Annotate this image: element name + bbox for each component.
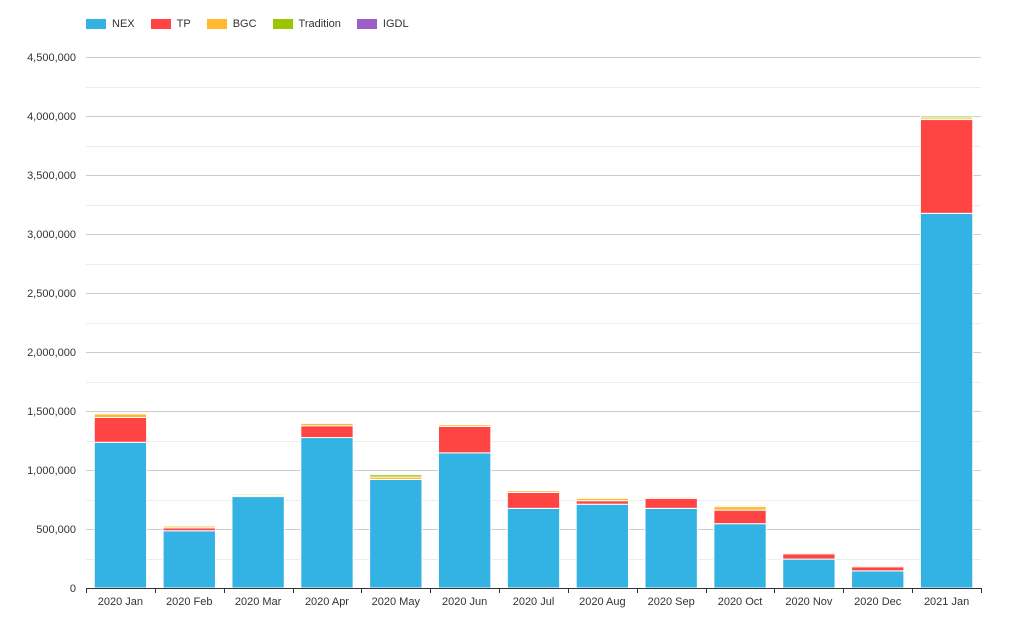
x-tick-label: 2020 Mar <box>235 596 282 608</box>
bar-nex-5[interactable] <box>437 452 492 589</box>
legend-swatch <box>86 19 106 29</box>
legend-label: IGDL <box>382 18 409 30</box>
legend-label: BGC <box>232 18 257 30</box>
legend-swatch <box>150 19 171 29</box>
bar-nex-8[interactable] <box>644 507 698 589</box>
bar-bgc-8[interactable] <box>644 496 698 499</box>
legend-label: NEX <box>112 18 135 30</box>
y-tick-label: 2,500,000 <box>27 288 76 300</box>
x-tick-label: 2020 Aug <box>579 596 626 608</box>
legend-item-tradition[interactable]: Tradition <box>272 18 341 30</box>
x-tick-label: 2020 May <box>372 596 421 608</box>
bar-bgc-1[interactable] <box>162 525 216 529</box>
bar-nex-6[interactable] <box>506 507 561 589</box>
bars <box>93 115 974 589</box>
bar-nex-10[interactable] <box>782 558 836 589</box>
x-tick-label: 2020 Jan <box>98 596 143 608</box>
bar-nex-9[interactable] <box>713 523 767 589</box>
bar-tp-7[interactable] <box>575 500 630 505</box>
y-tick-label: 3,000,000 <box>27 229 76 241</box>
bar-bgc-9[interactable] <box>713 506 767 511</box>
legend-item-bgc[interactable]: BGC <box>206 18 257 30</box>
legend-item-igdl[interactable]: IGDL <box>356 18 409 30</box>
bar-bgc-7[interactable] <box>575 497 630 502</box>
bar-nex-4[interactable] <box>369 478 423 589</box>
legend-item-nex[interactable]: NEX <box>86 18 135 30</box>
x-tick-label: 2020 Sep <box>648 596 695 608</box>
bar-bgc-5[interactable] <box>437 424 492 427</box>
x-tick-label: 2020 Jun <box>442 596 487 608</box>
legend-swatch <box>206 19 227 29</box>
legend: NEX TP BGC Tradition IGDL <box>86 18 409 30</box>
legend-item-tp[interactable]: TP <box>150 18 191 30</box>
y-tick-label: 1,500,000 <box>27 406 76 418</box>
bar-tradition-9[interactable] <box>713 504 767 508</box>
x-tick-label: 2020 Jul <box>513 596 555 608</box>
y-tick-label: 3,500,000 <box>27 170 76 182</box>
x-tick-label: 2020 Apr <box>305 596 349 608</box>
x-tick-label: 2020 Feb <box>166 596 212 608</box>
gridlines <box>86 57 981 560</box>
x-tick-label: 2020 Oct <box>718 596 763 608</box>
bar-tp-12[interactable] <box>919 119 974 214</box>
bar-nex-2[interactable] <box>231 496 285 589</box>
bar-tp-6[interactable] <box>506 491 561 509</box>
legend-swatch <box>272 19 293 29</box>
y-tick-label: 500,000 <box>36 524 76 536</box>
y-axis: 0 500,000 1,000,000 1,500,000 2,000,000 2,500… <box>27 52 76 595</box>
bar-nex-11[interactable] <box>851 570 905 589</box>
bar-nex-12[interactable] <box>919 212 974 589</box>
bar-nex-1[interactable] <box>162 530 216 589</box>
bar-tradition-2[interactable] <box>231 493 285 496</box>
bar-tp-11[interactable] <box>851 566 905 572</box>
bar-bgc-6[interactable] <box>506 490 561 493</box>
bar-bgc-11[interactable] <box>851 565 905 568</box>
x-tick-label: 2020 Dec <box>854 596 902 608</box>
bar-tp-5[interactable] <box>437 425 492 454</box>
bar-nex-3[interactable] <box>300 437 354 589</box>
bar-tp-10[interactable] <box>782 553 836 560</box>
bar-bgc-10[interactable] <box>782 552 836 555</box>
y-tick-label: 1,000,000 <box>27 465 76 477</box>
x-tick-label: 2020 Nov <box>785 596 833 608</box>
y-tick-label: 4,500,000 <box>27 52 76 64</box>
bar-tp-3[interactable] <box>300 425 354 439</box>
bar-bgc-0[interactable] <box>93 413 148 418</box>
bar-nex-0[interactable] <box>93 441 148 589</box>
bar-tp-0[interactable] <box>93 416 148 443</box>
bar-tp-9[interactable] <box>713 509 767 525</box>
y-tick-label: 0 <box>70 583 76 595</box>
legend-label: Tradition <box>298 18 341 30</box>
y-tick-label: 4,000,000 <box>27 111 76 123</box>
bar-nex-7[interactable] <box>575 503 630 589</box>
legend-swatch <box>356 19 377 29</box>
x-axis: 2020 Jan 2020 Feb 2020 Mar 2020 Apr 2020 May… <box>86 588 982 608</box>
bar-bgc-3[interactable] <box>300 422 354 427</box>
bar-tp-8[interactable] <box>644 497 698 509</box>
y-tick-label: 2,000,000 <box>27 347 76 359</box>
x-tick-label: 2021 Jan <box>924 596 969 608</box>
bar-tradition-4[interactable] <box>369 474 423 478</box>
bar-tradition-12[interactable] <box>919 115 974 119</box>
legend-label: TP <box>176 18 191 30</box>
